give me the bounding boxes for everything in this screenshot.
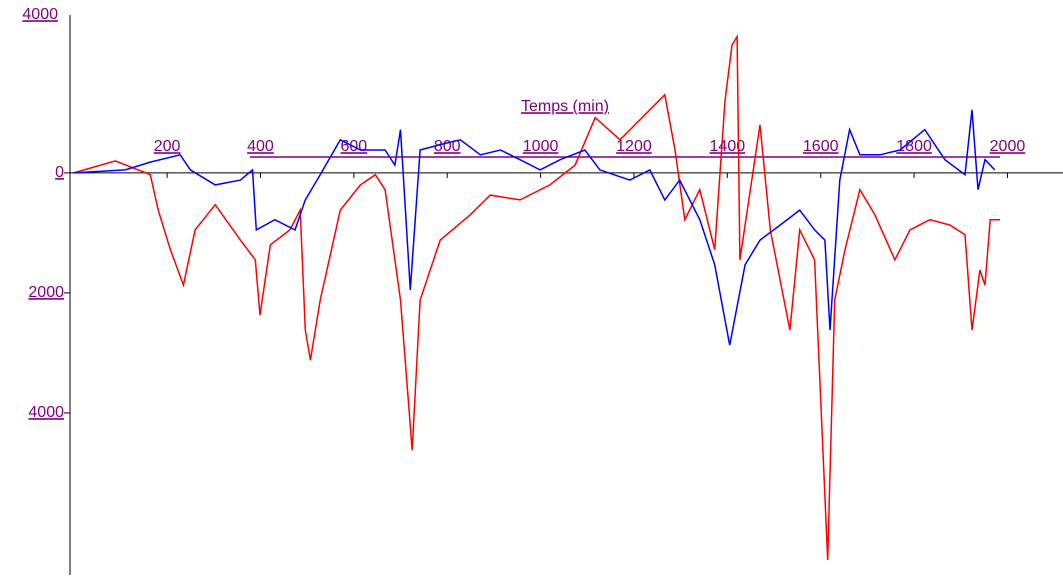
x-tick-label: 400 — [247, 138, 274, 155]
x-tick-label: 1200 — [616, 138, 652, 155]
x-tick-label: 1600 — [803, 138, 839, 155]
data-line — [73, 33, 1000, 561]
x-axis-title: Temps (min) — [521, 98, 609, 115]
y-top-label: 4000 — [22, 6, 58, 23]
data-line — [73, 109, 996, 346]
y-tick-label: 2000 — [28, 284, 64, 301]
x-tick-label: 1800 — [896, 138, 932, 155]
x-tick-label: 1400 — [710, 138, 746, 155]
x-tick-label: 2000 — [990, 138, 1026, 155]
y-tick-label: 0 — [55, 164, 64, 181]
x-tick-label: 800 — [434, 138, 461, 155]
x-tick-label: 200 — [154, 138, 181, 155]
x-tick-label: 1000 — [523, 138, 559, 155]
y-tick-label: 4000 — [28, 404, 64, 421]
